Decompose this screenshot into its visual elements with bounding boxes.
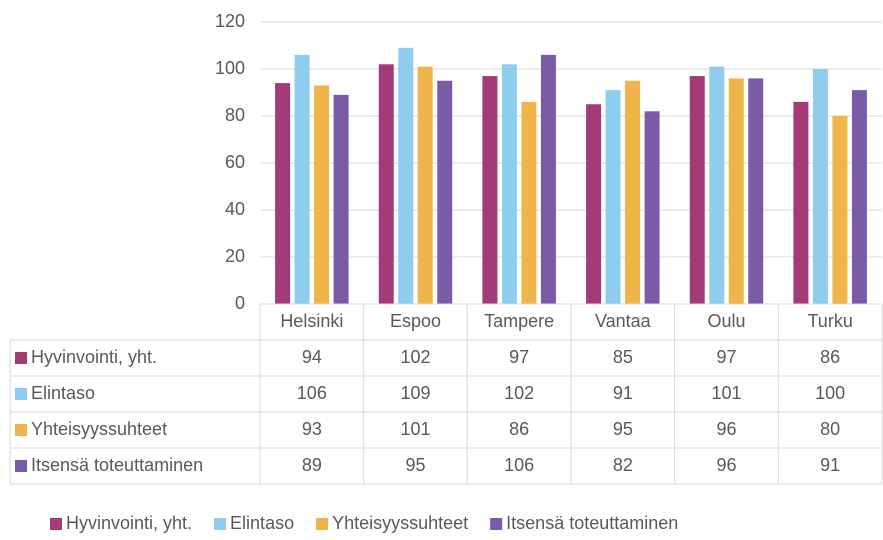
bar — [501, 64, 517, 304]
row-label: Hyvinvointi, yht. — [31, 347, 157, 367]
table-value: 95 — [405, 455, 425, 475]
bar — [398, 47, 414, 304]
table-value: 80 — [820, 419, 840, 439]
table-value: 97 — [716, 347, 736, 367]
bar — [709, 66, 725, 305]
bar — [812, 69, 828, 304]
table-value: 96 — [716, 455, 736, 475]
table-value: 86 — [509, 419, 529, 439]
table-value: 91 — [613, 383, 633, 403]
legend-label: Itsensä toteuttaminen — [506, 513, 678, 533]
bar — [586, 104, 602, 304]
bar — [378, 64, 394, 304]
legend-key — [214, 518, 227, 530]
table-value: 85 — [613, 347, 633, 367]
bar — [482, 76, 498, 304]
bar — [832, 116, 848, 304]
table-value: 97 — [509, 347, 529, 367]
legend-key — [50, 518, 62, 530]
table-value: 106 — [504, 455, 534, 475]
y-tick-label: 0 — [235, 293, 245, 313]
table-value: 101 — [400, 419, 430, 439]
legend-key — [15, 460, 27, 472]
bar — [625, 80, 641, 304]
bar — [540, 54, 556, 305]
bar — [644, 111, 660, 304]
table-value: 93 — [302, 419, 322, 439]
table-value: 95 — [613, 419, 633, 439]
y-tick-label: 80 — [225, 105, 245, 125]
table-value: 82 — [613, 455, 633, 475]
row-label: Elintaso — [31, 383, 95, 403]
legend-key — [316, 518, 329, 530]
table-value: 109 — [400, 383, 430, 403]
bar — [275, 83, 291, 304]
x-tick-label: Vantaa — [595, 311, 652, 331]
legend-label: Hyvinvointi, yht. — [66, 513, 192, 533]
table-value: 102 — [400, 347, 430, 367]
table-value: 101 — [711, 383, 741, 403]
y-tick-label: 40 — [225, 199, 245, 219]
bar — [417, 66, 433, 305]
legend-key — [15, 388, 27, 400]
table-value: 91 — [820, 455, 840, 475]
bar — [851, 90, 867, 305]
table-value: 86 — [820, 347, 840, 367]
legend-key — [490, 518, 503, 530]
bar — [728, 78, 744, 305]
y-tick-label: 100 — [215, 58, 245, 78]
bar — [294, 54, 310, 305]
y-tick-label: 120 — [215, 11, 245, 31]
legend-key — [15, 352, 27, 364]
x-tick-label: Helsinki — [280, 311, 343, 331]
table-value: 100 — [815, 383, 845, 403]
table-value: 94 — [302, 347, 322, 367]
bar — [314, 85, 330, 304]
table-value: 106 — [297, 383, 327, 403]
x-tick-label: Espoo — [390, 311, 441, 331]
table-value: 102 — [504, 383, 534, 403]
bar — [605, 90, 621, 305]
bar — [333, 94, 349, 304]
legend-key — [15, 424, 27, 436]
x-tick-label: Oulu — [707, 311, 745, 331]
bar — [748, 78, 764, 305]
row-label: Itsensä toteuttaminen — [31, 455, 203, 475]
y-tick-label: 60 — [225, 152, 245, 172]
row-label: Yhteisyyssuhteet — [31, 419, 167, 439]
table-value: 89 — [302, 455, 322, 475]
table-value: 96 — [716, 419, 736, 439]
y-tick-label: 20 — [225, 246, 245, 266]
bar — [793, 101, 809, 305]
bar — [521, 101, 537, 305]
bar — [689, 76, 705, 304]
bar — [437, 80, 453, 304]
legend-label: Elintaso — [230, 513, 294, 533]
x-tick-label: Tampere — [484, 311, 554, 331]
legend-label: Yhteisyyssuhteet — [332, 513, 468, 533]
x-tick-label: Turku — [807, 311, 852, 331]
